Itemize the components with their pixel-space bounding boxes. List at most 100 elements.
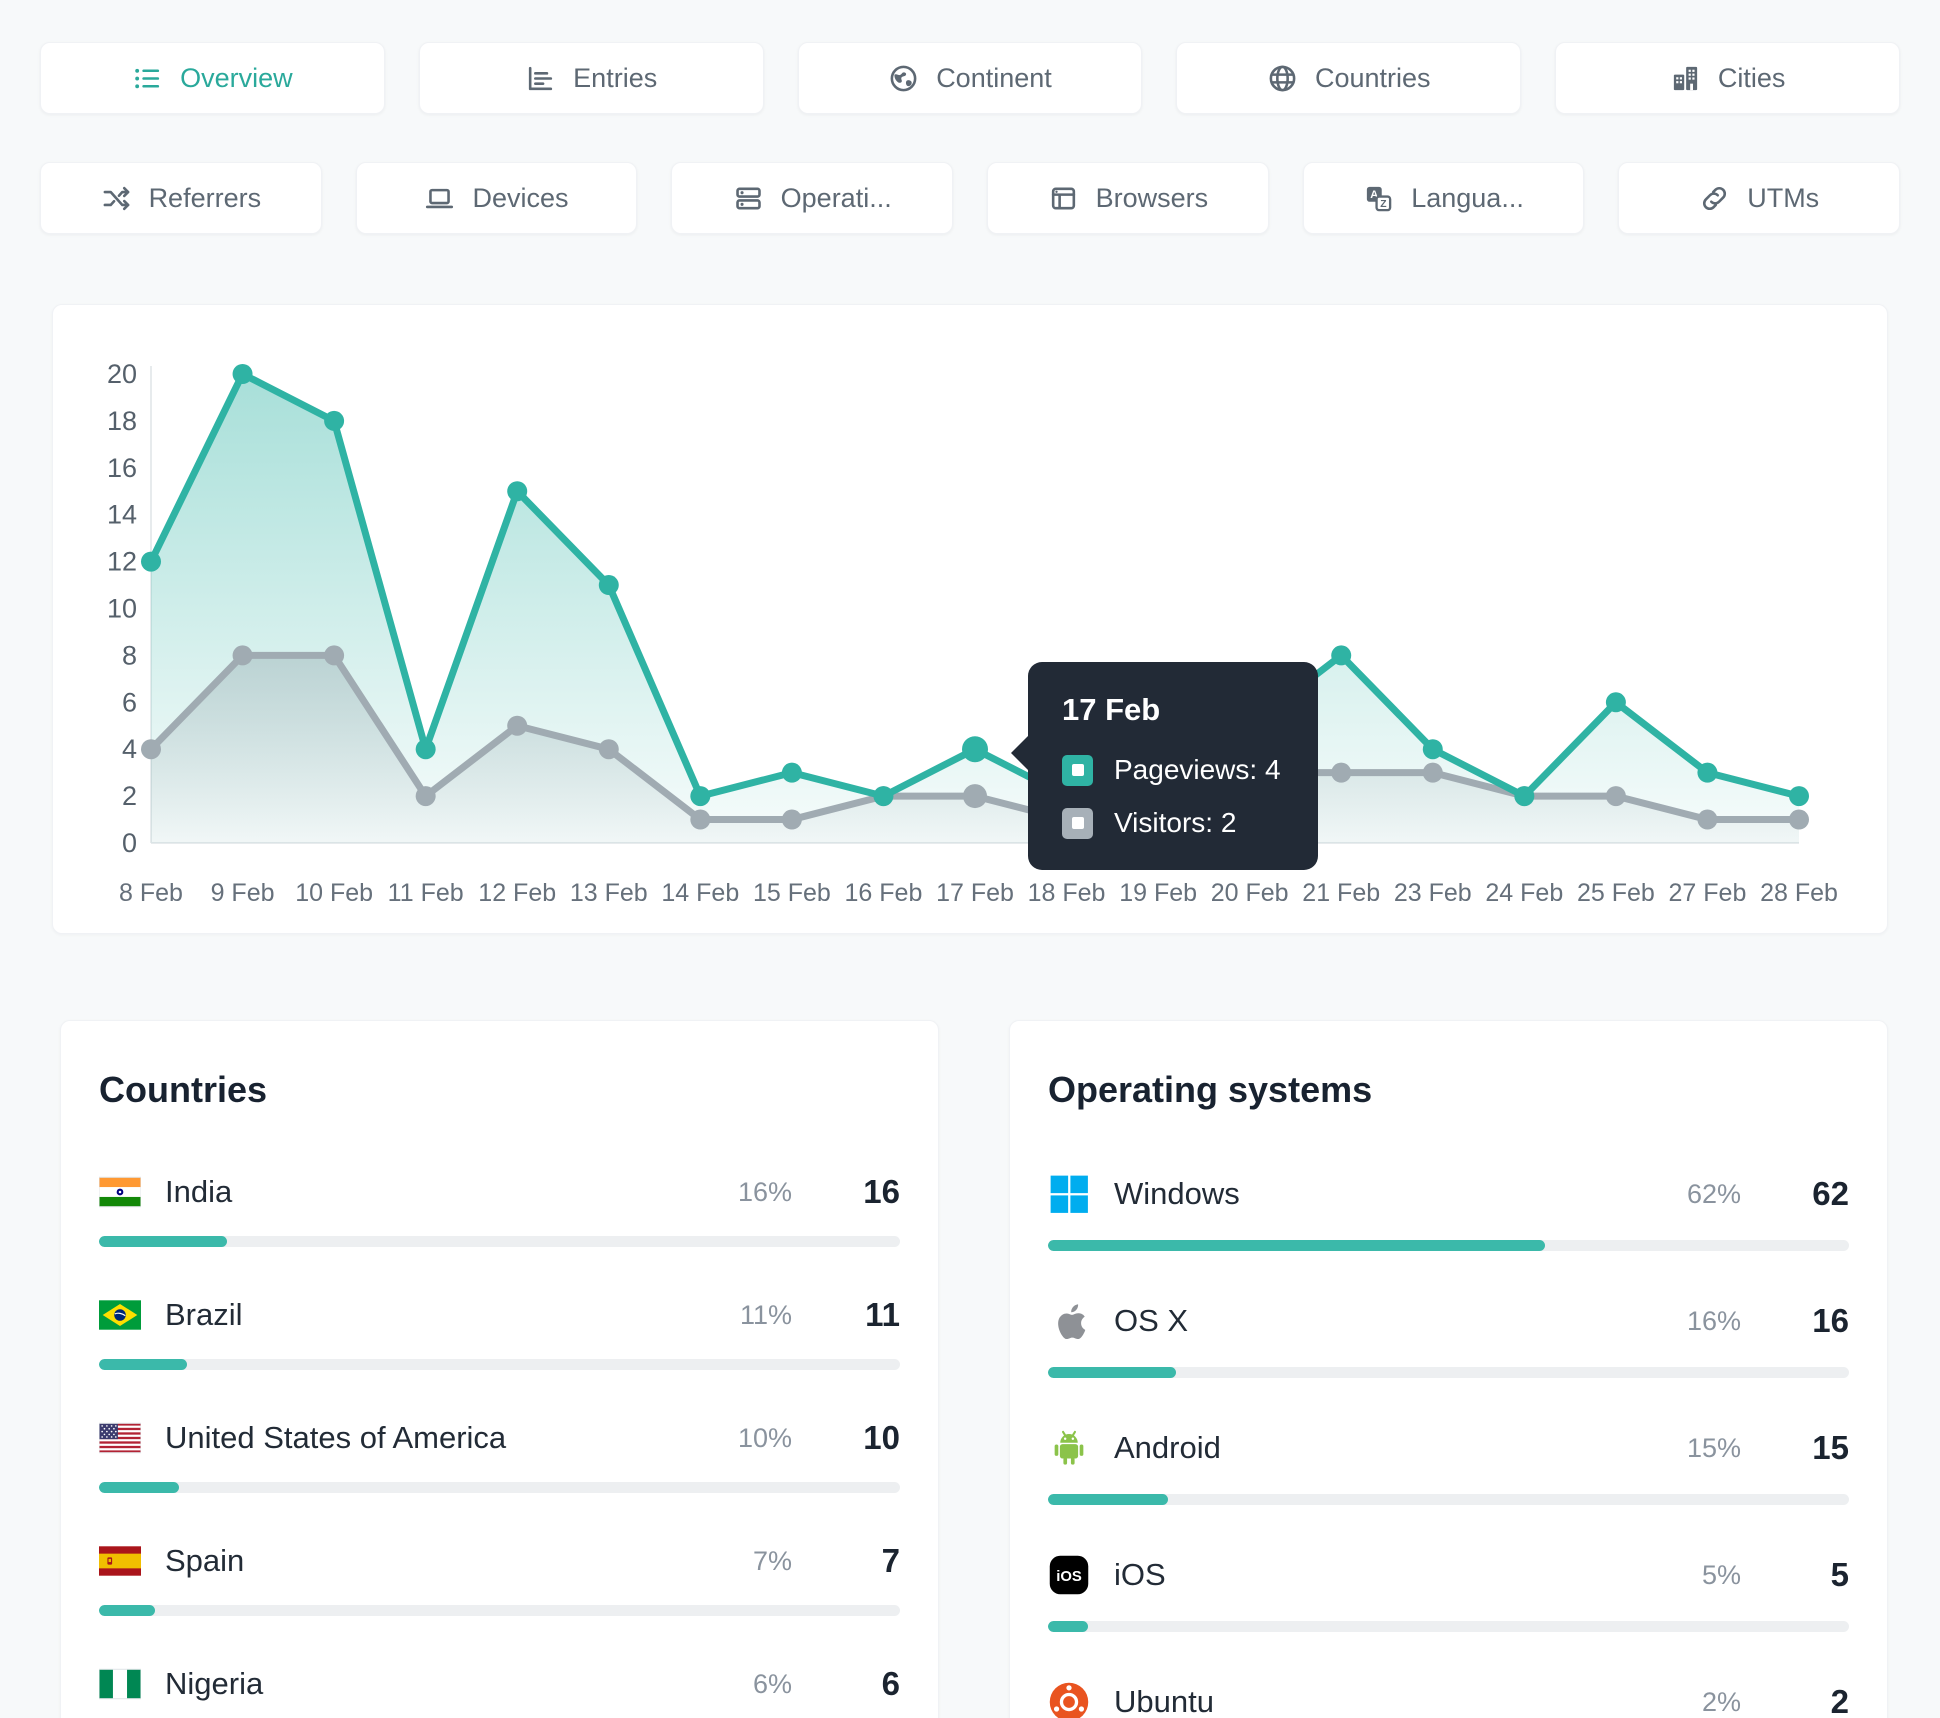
tab-langua[interactable]: A Z Langua... <box>1302 162 1585 234</box>
pageviews-point[interactable] <box>962 736 988 763</box>
visitors-point[interactable] <box>1789 809 1809 830</box>
tab-referrers[interactable]: Referrers <box>40 162 322 234</box>
y-axis-tick: 2 <box>122 781 137 811</box>
x-axis-tick: 24 Feb <box>1485 879 1563 907</box>
visitors-point[interactable] <box>598 739 619 760</box>
visitors-point[interactable] <box>963 784 987 809</box>
stat-value: 15 <box>1812 1429 1849 1466</box>
visitors-point[interactable] <box>324 645 345 666</box>
x-axis-tick: 21 Feb <box>1302 879 1380 907</box>
stat-row-ios[interactable]: iOS iOS 5% 5 <box>1048 1554 1849 1632</box>
link-icon <box>1699 183 1730 214</box>
tab-continent[interactable]: Continent <box>797 42 1143 114</box>
windows-icon <box>1048 1173 1090 1215</box>
tab-cities[interactable]: Cities <box>1555 42 1900 114</box>
tab-devices[interactable]: Devices <box>355 162 638 234</box>
pageviews-point[interactable] <box>1514 786 1535 807</box>
stat-value: 2 <box>1830 1683 1849 1718</box>
visitors-point[interactable] <box>232 645 253 666</box>
pageviews-point[interactable] <box>1697 762 1718 783</box>
stat-row-ubuntu[interactable]: Ubuntu 2% 2 <box>1048 1681 1849 1718</box>
apple-icon <box>1048 1300 1090 1342</box>
x-axis-tick: 25 Feb <box>1577 879 1655 907</box>
x-axis-tick: 18 Feb <box>1028 879 1106 907</box>
tab-entries[interactable]: Entries <box>418 42 764 114</box>
visitors-point[interactable] <box>781 809 802 830</box>
visitors-area <box>151 655 1799 843</box>
stats-panels: Countries India 16% 16 Brazil 11% 11 Uni… <box>60 1020 1888 1718</box>
pageviews-point[interactable] <box>690 786 711 807</box>
stat-percentage: 2% <box>1701 1686 1741 1717</box>
visitors-point[interactable] <box>415 786 436 807</box>
x-axis-tick: 27 Feb <box>1669 879 1747 907</box>
stat-name: iOS <box>1114 1557 1166 1592</box>
pageviews-point[interactable] <box>232 364 253 384</box>
stat-name: Windows <box>1114 1176 1240 1211</box>
visitors-point[interactable] <box>141 739 161 760</box>
tab-countries[interactable]: Countries <box>1176 42 1522 114</box>
stat-progress-track <box>1048 1367 1849 1378</box>
pageviews-point[interactable] <box>415 739 436 760</box>
pageviews-point[interactable] <box>598 575 619 596</box>
visitors-point[interactable] <box>1422 762 1443 783</box>
stat-row-windows[interactable]: Windows 62% 62 <box>1048 1173 1849 1251</box>
visitors-point[interactable] <box>507 715 528 736</box>
stat-row-india[interactable]: India 16% 16 <box>99 1173 900 1247</box>
pageviews-point[interactable] <box>324 410 345 431</box>
x-axis-tick: 11 Feb <box>388 879 464 907</box>
tab-label: Continent <box>936 62 1052 93</box>
tab-label: UTMs <box>1747 182 1820 213</box>
stat-row-android[interactable]: Android 15% 15 <box>1048 1427 1849 1505</box>
stat-value: 7 <box>881 1542 900 1579</box>
visitors-point[interactable] <box>1605 786 1626 807</box>
pageviews-point[interactable] <box>1422 739 1443 760</box>
server-icon <box>733 183 764 214</box>
pageviews-point[interactable] <box>1331 645 1352 666</box>
panel-countries: Countries India 16% 16 Brazil 11% 11 Uni… <box>60 1020 939 1718</box>
stat-percentage: 16% <box>1686 1305 1741 1336</box>
tab-label: Langua... <box>1411 182 1524 213</box>
tab-label: Operati... <box>780 182 892 213</box>
stat-name: OS X <box>1114 1303 1189 1338</box>
stat-progress-track <box>99 1359 900 1370</box>
stat-row-brazil[interactable]: Brazil 11% 11 <box>99 1296 900 1370</box>
x-axis-tick: 17 Feb <box>936 879 1014 907</box>
tab-operati[interactable]: Operati... <box>671 162 954 234</box>
stat-row-os-x[interactable]: OS X 16% 16 <box>1048 1300 1849 1378</box>
shuffle-icon <box>101 183 132 214</box>
y-axis-tick: 4 <box>122 734 137 764</box>
x-axis-tick: 15 Feb <box>753 879 831 907</box>
nigeria-flag-icon <box>99 1668 141 1700</box>
tab-label: Cities <box>1717 62 1786 93</box>
pageviews-point[interactable] <box>141 551 161 572</box>
filter-tabs-row-1: Overview Entries Continent Countries Cities <box>0 42 1940 114</box>
pageviews-point[interactable] <box>781 762 802 783</box>
stat-value: 16 <box>1812 1302 1849 1339</box>
svg-text:Z: Z <box>1380 199 1387 210</box>
tooltip-series-value: Pageviews: 4 <box>1114 754 1281 785</box>
tab-utms[interactable]: UTMs <box>1618 162 1901 234</box>
stat-progress-fill <box>1048 1621 1089 1632</box>
tab-overview[interactable]: Overview <box>40 42 385 114</box>
visitors-point[interactable] <box>1697 809 1718 830</box>
visitors-point[interactable] <box>690 809 711 830</box>
x-axis-tick: 9 Feb <box>211 879 275 907</box>
pageviews-point[interactable] <box>507 481 528 502</box>
stat-row-nigeria[interactable]: Nigeria 6% 6 <box>99 1665 900 1718</box>
panel-title: Countries <box>99 1069 268 1110</box>
traffic-chart[interactable]: 0 2 4 6 8 10 12 14 16 18 20 8 Feb 9 Feb 10 Feb 11 Feb 1… <box>53 311 1889 931</box>
x-axis-tick: 19 Feb <box>1119 879 1197 907</box>
tab-browsers[interactable]: Browsers <box>987 162 1269 234</box>
visitors-point[interactable] <box>1331 762 1352 783</box>
pageviews-point[interactable] <box>1789 786 1809 807</box>
svg-text:iOS: iOS <box>1056 1569 1082 1585</box>
pageviews-point[interactable] <box>1605 692 1626 713</box>
pageviews-point[interactable] <box>873 786 894 807</box>
x-axis-tick: 10 Feb <box>295 879 373 907</box>
stat-name: Spain <box>165 1543 245 1578</box>
panel-operating-systems: Operating systems Windows 62% 62 OS X 16… <box>1009 1020 1888 1718</box>
stat-row-united-states-of-america[interactable]: United States of America 10% 10 <box>99 1419 900 1493</box>
tab-label: Overview <box>180 62 293 93</box>
stat-row-spain[interactable]: Spain 7% 7 <box>99 1542 900 1616</box>
stat-value: 16 <box>863 1173 900 1210</box>
